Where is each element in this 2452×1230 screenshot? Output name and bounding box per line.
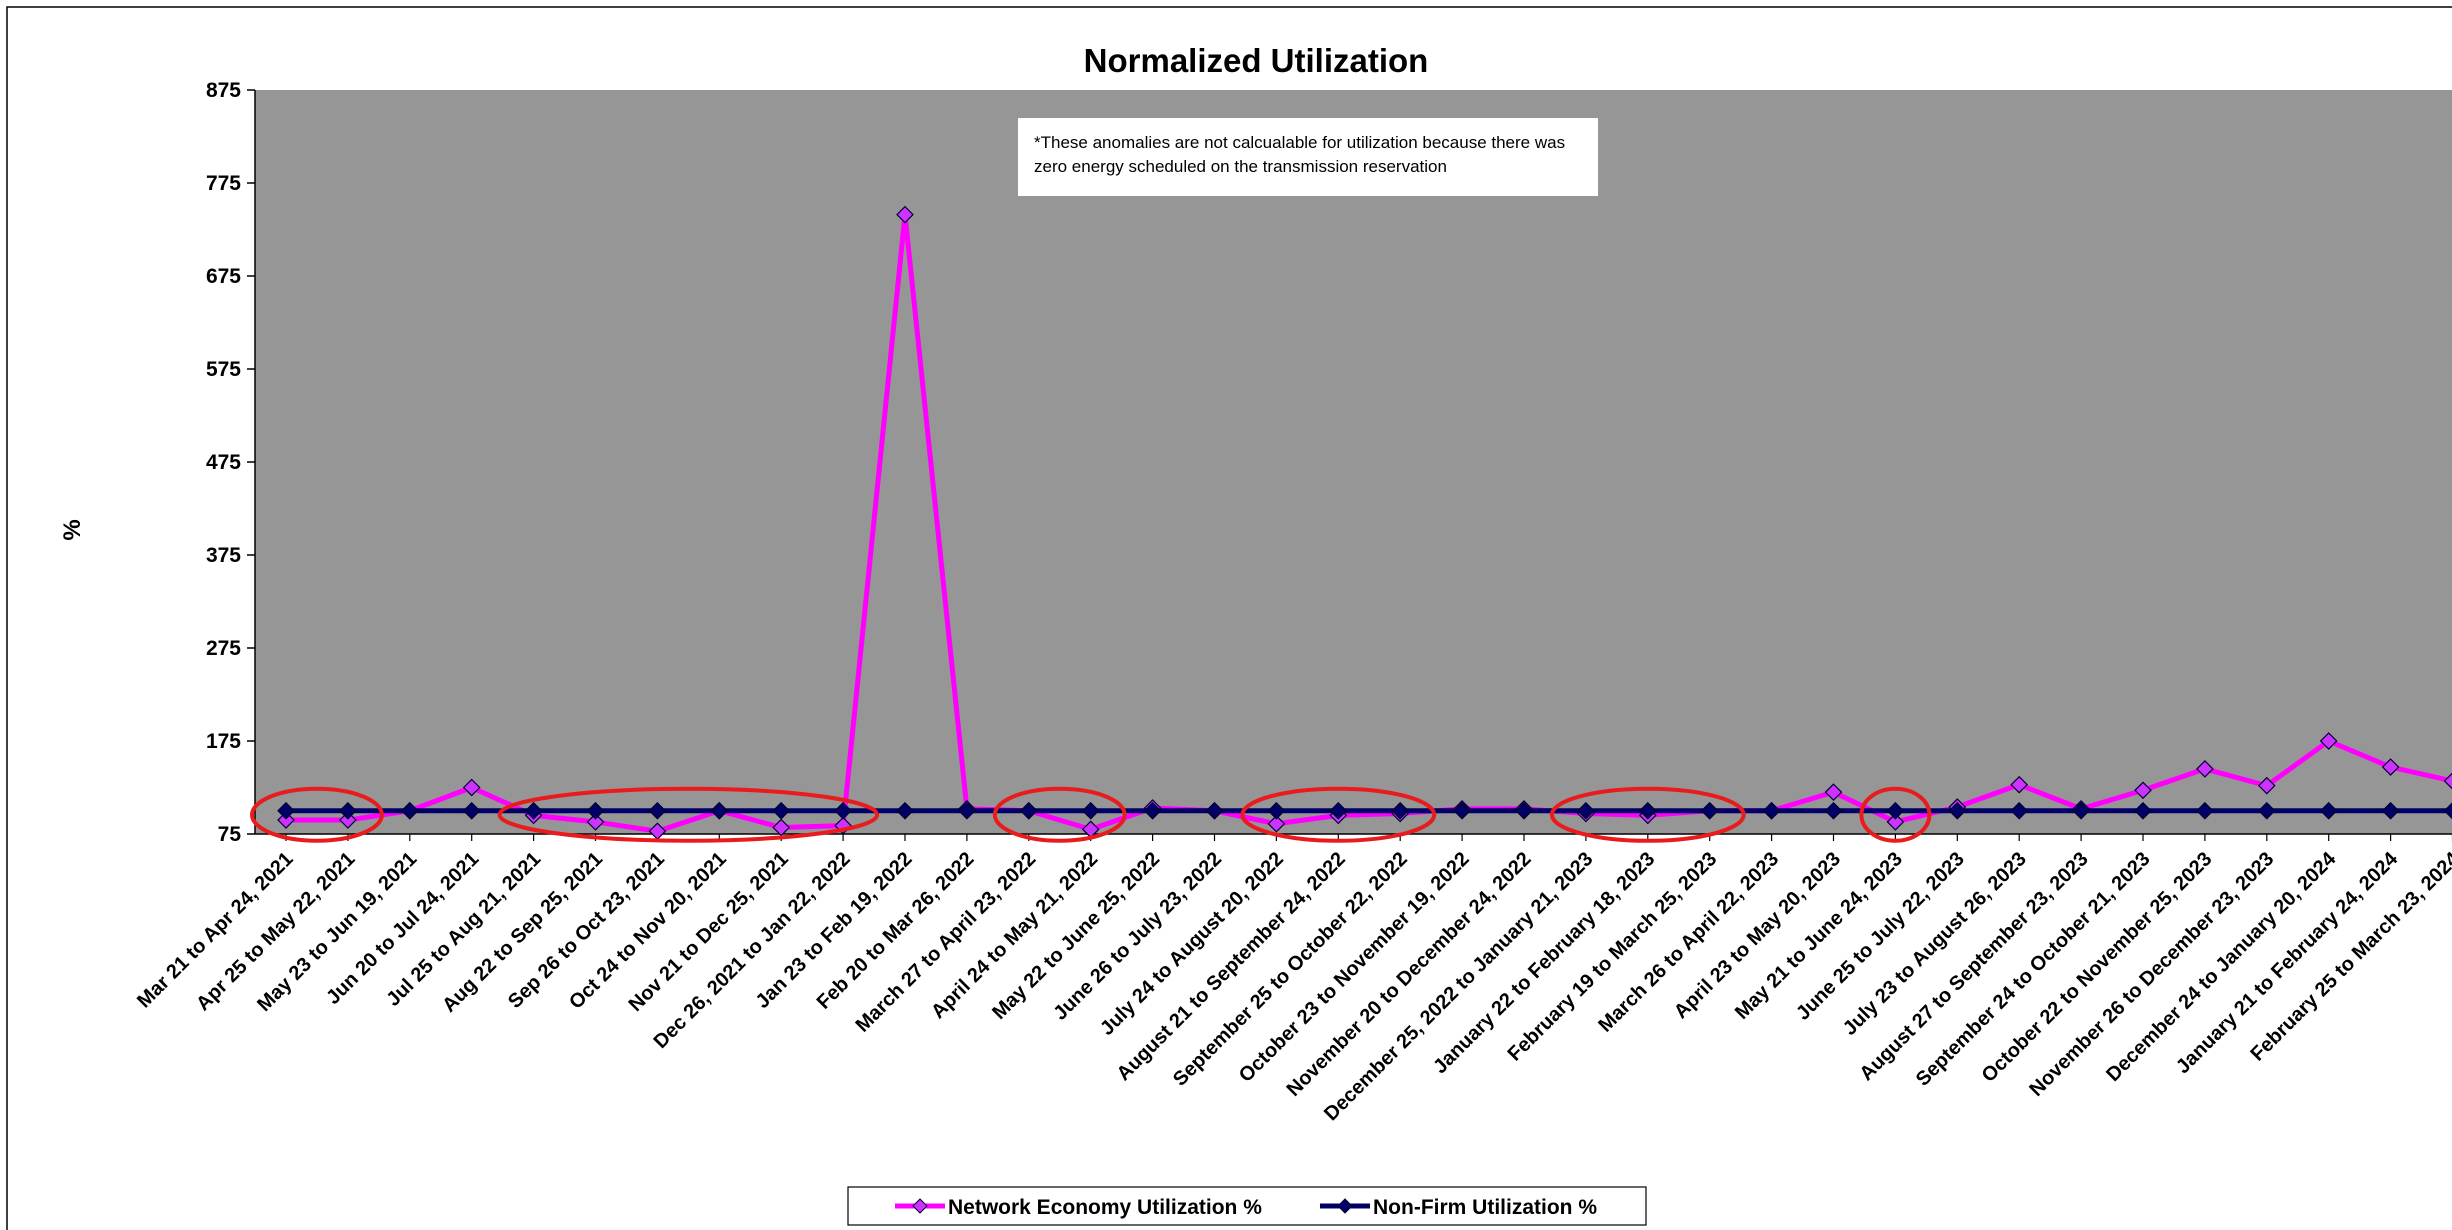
data-point-non-firm	[524, 801, 543, 820]
annotation-background	[1018, 118, 1598, 196]
data-point-non-firm	[400, 801, 419, 820]
y-tick-label: 375	[206, 544, 241, 567]
y-tick-label: 175	[206, 730, 241, 753]
chart-title: Normalized Utilization	[1084, 42, 1429, 79]
data-point-non-firm	[2443, 802, 2452, 820]
data-point-non-firm	[1143, 801, 1162, 820]
data-point-non-firm	[339, 801, 357, 820]
y-axis: 75 175 275 375 475 575 675 775 875	[206, 79, 256, 846]
data-point-non-firm	[710, 801, 729, 820]
data-point-non-firm	[1700, 801, 1719, 820]
data-point-network-economy	[339, 811, 357, 829]
data-point-non-firm	[1205, 801, 1224, 820]
data-point-non-firm	[1577, 801, 1595, 820]
data-point-non-firm	[2319, 801, 2338, 820]
y-tick-label: 575	[206, 358, 241, 381]
data-point-non-firm	[648, 801, 667, 820]
data-point-non-firm	[1391, 801, 1410, 820]
y-tick-label: 475	[206, 451, 241, 474]
data-point-non-firm	[772, 801, 791, 820]
anomaly-highlight-ellipse	[1549, 786, 1746, 843]
legend-network-economy-label: Network Economy Utilization %	[948, 1196, 1262, 1219]
data-point-network-economy	[1824, 783, 1843, 801]
y-tick-label: 775	[206, 172, 241, 195]
data-point-network-economy	[277, 811, 295, 829]
plot-area	[255, 90, 2452, 834]
data-point-network-economy	[2319, 732, 2338, 750]
data-point-non-firm	[1948, 801, 1967, 820]
legend-non-firm-marker	[1337, 1198, 1353, 1214]
data-point-network-economy	[586, 813, 605, 831]
data-point-non-firm	[1267, 801, 1286, 820]
data-point-network-economy	[2257, 776, 2276, 795]
annotation-text: *These anomalies are not calcualable for…	[1034, 133, 1565, 176]
y-axis-label: %	[59, 519, 86, 540]
data-point-non-firm	[1515, 801, 1533, 820]
data-point-non-firm	[1638, 801, 1657, 820]
annotation-box: *These anomalies are not calcualable for…	[1018, 118, 1598, 196]
data-point-network-economy	[1886, 813, 1905, 831]
y-tick-label: 675	[206, 265, 241, 288]
data-point-network-economy	[896, 205, 914, 224]
data-point-non-firm	[2196, 801, 2214, 820]
anomaly-highlights	[250, 786, 1932, 843]
data-point-non-firm	[2010, 801, 2029, 820]
legend-network-economy-marker	[912, 1198, 928, 1214]
legend: Network Economy Utilization % Non-Firm Ut…	[847, 1186, 1647, 1226]
data-point-non-firm	[834, 801, 852, 820]
y-tick-label: 75	[218, 823, 242, 846]
data-point-non-firm	[958, 801, 976, 820]
legend-box	[847, 1186, 1647, 1226]
data-point-network-economy	[2010, 775, 2029, 794]
data-point-non-firm	[1081, 801, 1100, 820]
data-point-non-firm	[1453, 801, 1471, 820]
series-line-network-economy	[286, 212, 2452, 834]
data-point-network-economy	[462, 778, 481, 797]
data-point-non-firm	[2072, 801, 2090, 820]
anomaly-highlight-ellipse	[1859, 786, 1932, 843]
data-point-non-firm	[1762, 801, 1781, 820]
data-point-network-economy	[2134, 781, 2152, 800]
y-tick-label: 875	[206, 79, 241, 102]
anomaly-highlight-ellipse	[497, 786, 880, 843]
data-point-non-firm	[2257, 801, 2276, 820]
data-point-non-firm	[896, 801, 914, 820]
anomaly-highlight-ellipse	[992, 786, 1127, 843]
data-point-network-economy	[2196, 760, 2214, 778]
data-point-non-firm	[1329, 801, 1348, 820]
legend-non-firm-label: Non-Firm Utilization %	[1373, 1196, 1597, 1219]
data-point-non-firm	[586, 801, 605, 820]
data-point-non-firm	[277, 801, 295, 820]
data-point-non-firm	[462, 801, 481, 820]
data-point-non-firm	[2381, 801, 2400, 820]
anomaly-highlight-ellipse	[1240, 786, 1437, 843]
anomaly-highlight-ellipse	[250, 786, 384, 843]
data-point-network-economy	[2443, 772, 2452, 790]
data-point-non-firm	[1019, 801, 1038, 820]
data-point-network-economy	[1267, 814, 1286, 833]
data-point-non-firm	[1886, 801, 1905, 820]
data-point-network-economy	[2381, 758, 2400, 776]
data-point-non-firm	[2134, 801, 2152, 820]
y-tick-label: 275	[206, 637, 241, 660]
series-lines	[277, 205, 2452, 841]
data-point-non-firm	[1824, 801, 1843, 820]
